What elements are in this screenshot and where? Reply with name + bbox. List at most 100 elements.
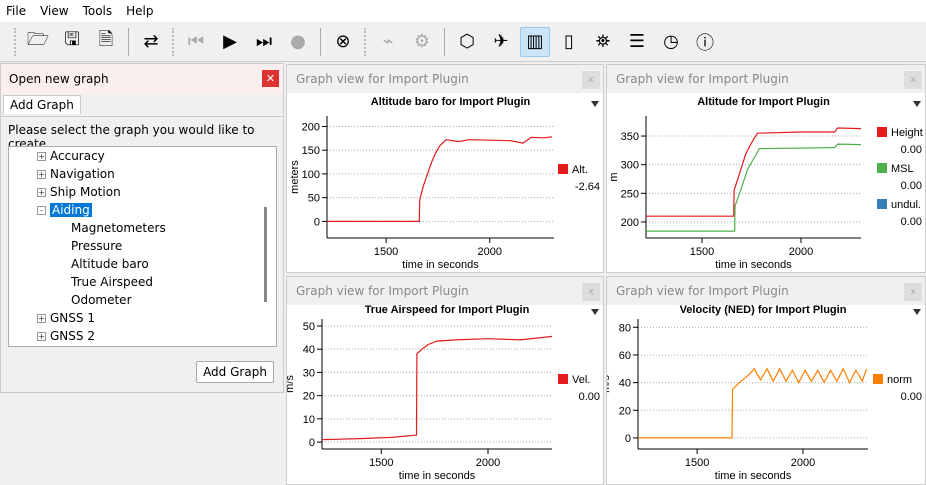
y-tick-label: 150	[302, 145, 320, 157]
chart-menu-icon[interactable]	[913, 101, 921, 107]
cube-icon[interactable]: ⬡	[459, 31, 475, 52]
tree-item-label: Ship Motion	[50, 185, 121, 199]
y-tick-label: 200	[621, 217, 639, 229]
satellite-icon[interactable]: ⛯	[595, 31, 611, 52]
toolbar: 🗁 🖫 🗎 ⇄ ⏮ ▶ ⏭ ● ⊗ ⌁ ⚙ ⬡ ✈ ▥ ▯ ⛯ ☰ ◷ ⓘ	[0, 22, 926, 62]
close-dialog-button[interactable]: ✕	[262, 70, 279, 87]
legend-label: undul.	[891, 199, 921, 211]
chart: Velocity (NED) for Import Plugin 0 20 40 60 8…	[607, 305, 922, 482]
chart: True Airspeed for Import Plugin 0 10 20 30 40…	[287, 305, 600, 482]
y-tick-label: 0	[625, 433, 631, 445]
graph-view-panel: Graph view for Import Plugin x True Airspe…	[286, 276, 604, 485]
checklist-icon[interactable]: ☰	[628, 31, 646, 52]
expand-icon[interactable]: +	[37, 187, 46, 197]
legend-label: norm	[887, 374, 912, 386]
graph-tree[interactable]: + Accuracy + Navigation + Ship Motion - Aiding M…	[8, 146, 277, 347]
tree-item-label: GNSS 1	[50, 311, 95, 325]
tree-item[interactable]: Odometer	[9, 291, 276, 309]
tree-item[interactable]: + GNSS 2	[9, 327, 276, 345]
chart: Altitude for Import Plugin 200 250 300 350 15…	[608, 96, 923, 271]
graph-view-panel: Graph view for Import Plugin x Velocity (N…	[606, 276, 926, 485]
open-new-graph-dialog: Open new graph ✕ Add Graph Please select…	[0, 63, 284, 393]
record-icon[interactable]: ●	[290, 31, 306, 52]
skip-back-icon[interactable]: ⏮	[187, 31, 205, 52]
chart-menu-icon[interactable]	[913, 309, 921, 315]
tree-scrollbar[interactable]	[264, 207, 267, 302]
chart-menu-icon[interactable]	[591, 101, 599, 107]
folder-open-icon[interactable]: 🗁	[26, 28, 50, 50]
collapse-icon[interactable]: -	[37, 205, 46, 215]
menu-help[interactable]: Help	[126, 4, 154, 18]
legend-swatch	[877, 163, 887, 173]
tree-item[interactable]: + GNSS 1	[9, 309, 276, 327]
panel-title: Graph view for Import Plugin	[296, 284, 469, 298]
y-tick-label: 300	[621, 160, 639, 172]
legend-swatch	[873, 374, 883, 384]
x-axis-label: time in seconds	[715, 259, 792, 271]
legend-value: 0.00	[901, 391, 922, 403]
add-graph-button[interactable]: Add Graph	[196, 361, 274, 383]
close-panel-button[interactable]: x	[904, 283, 922, 301]
y-tick-label: 50	[308, 193, 320, 205]
x-tick-label: 2000	[789, 246, 813, 258]
panel-header: Graph view for Import Plugin x	[607, 277, 925, 305]
series-line	[327, 136, 552, 222]
close-panel-button[interactable]: x	[582, 283, 600, 301]
tree-item-label: Pressure	[71, 239, 123, 253]
tree-item[interactable]: True Airspeed	[9, 273, 276, 291]
map-icon[interactable]: ▯	[564, 31, 574, 52]
y-tick-label: 350	[621, 131, 639, 143]
close-panel-button[interactable]: x	[904, 71, 922, 89]
bar-chart-icon[interactable]: ▥	[520, 26, 550, 57]
tree-item[interactable]: Magnetometers	[9, 219, 276, 237]
tree-item[interactable]: + Navigation	[9, 165, 276, 183]
airplane-icon[interactable]: ✈	[493, 31, 509, 52]
x-tick-label: 1500	[690, 246, 714, 258]
expand-icon[interactable]: +	[37, 331, 46, 341]
tree-item[interactable]: + Accuracy	[9, 147, 276, 165]
tree-item[interactable]: Pressure	[9, 237, 276, 255]
settings-icon[interactable]: ⚙	[413, 31, 431, 52]
expand-icon[interactable]: +	[37, 151, 46, 161]
menu-tools[interactable]: Tools	[82, 4, 113, 18]
y-tick-label: 20	[303, 391, 315, 403]
menu-file[interactable]: File	[6, 4, 27, 18]
tree-item[interactable]: - Aiding	[9, 201, 276, 219]
close-panel-button[interactable]: x	[582, 71, 600, 89]
expand-icon[interactable]: +	[37, 169, 46, 179]
series-line	[646, 143, 862, 232]
menu-view[interactable]: View	[40, 4, 69, 18]
tab-add-graph[interactable]: Add Graph	[3, 95, 81, 114]
y-tick-label: 30	[303, 367, 315, 379]
tree-item[interactable]: Altitude baro	[9, 255, 276, 273]
chart-menu-icon[interactable]	[591, 309, 599, 315]
y-tick-label: 0	[309, 437, 315, 449]
clock-icon[interactable]: ◷	[663, 31, 679, 52]
panel-title: Graph view for Import Plugin	[616, 284, 789, 298]
tree-item[interactable]: + Ship Motion	[9, 183, 276, 201]
dialog-title-bar: Open new graph ✕	[1, 64, 283, 94]
tree-item-label: Magnetometers	[71, 221, 166, 235]
export-report-icon[interactable]: 🗎	[98, 28, 114, 50]
plugin-icon[interactable]: ⌁	[382, 31, 394, 52]
legend-value: 0.00	[901, 144, 922, 156]
switch-view-icon[interactable]: ⇄	[143, 31, 159, 52]
expand-icon[interactable]: +	[37, 313, 46, 323]
toolbar-separator	[364, 27, 367, 56]
y-tick-label: 80	[619, 322, 631, 334]
x-tick-label: 2000	[477, 246, 501, 258]
x-axis-label: time in seconds	[399, 470, 476, 482]
menu-bar: File View Tools Help	[0, 0, 926, 22]
save-icon[interactable]: 🖫	[64, 28, 80, 50]
y-tick-label: 60	[619, 350, 631, 362]
info-icon[interactable]: ⓘ	[696, 32, 714, 54]
toolbar-separator	[444, 27, 445, 56]
skip-forward-icon[interactable]: ⏭	[255, 31, 273, 52]
legend-label: MSL	[891, 163, 914, 175]
x-tick-label: 1500	[685, 457, 709, 469]
stop-circle-icon[interactable]: ⊗	[335, 31, 351, 52]
panel-header: Graph view for Import Plugin x	[607, 65, 925, 93]
play-icon[interactable]: ▶	[223, 31, 237, 52]
y-tick-label: 200	[302, 121, 320, 133]
x-axis-label: time in seconds	[402, 259, 479, 271]
